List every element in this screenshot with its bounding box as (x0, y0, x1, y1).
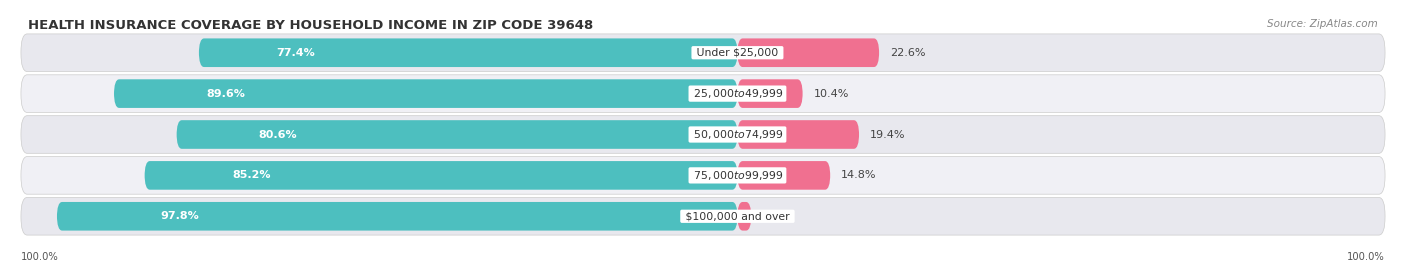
Text: 80.6%: 80.6% (259, 129, 297, 140)
FancyBboxPatch shape (114, 79, 738, 108)
Text: $75,000 to $99,999: $75,000 to $99,999 (690, 169, 785, 182)
FancyBboxPatch shape (198, 38, 738, 67)
Text: 22.6%: 22.6% (890, 48, 925, 58)
Text: 14.8%: 14.8% (841, 170, 877, 180)
FancyBboxPatch shape (738, 120, 859, 149)
FancyBboxPatch shape (738, 161, 830, 190)
Text: 77.4%: 77.4% (277, 48, 315, 58)
Text: Source: ZipAtlas.com: Source: ZipAtlas.com (1267, 19, 1378, 29)
FancyBboxPatch shape (21, 116, 1385, 153)
Text: 89.6%: 89.6% (207, 89, 246, 99)
Text: 100.0%: 100.0% (21, 252, 59, 262)
Text: Under $25,000: Under $25,000 (693, 48, 782, 58)
FancyBboxPatch shape (21, 197, 1385, 235)
FancyBboxPatch shape (56, 202, 738, 231)
Text: HEALTH INSURANCE COVERAGE BY HOUSEHOLD INCOME IN ZIP CODE 39648: HEALTH INSURANCE COVERAGE BY HOUSEHOLD I… (28, 19, 593, 32)
Text: 85.2%: 85.2% (232, 170, 270, 180)
Text: $100,000 and over: $100,000 and over (682, 211, 793, 221)
Text: 19.4%: 19.4% (870, 129, 905, 140)
Text: 100.0%: 100.0% (1347, 252, 1385, 262)
Text: 97.8%: 97.8% (160, 211, 198, 221)
Text: 10.4%: 10.4% (814, 89, 849, 99)
Text: 2.2%: 2.2% (762, 211, 790, 221)
Text: $50,000 to $74,999: $50,000 to $74,999 (690, 128, 785, 141)
FancyBboxPatch shape (738, 79, 803, 108)
FancyBboxPatch shape (21, 34, 1385, 72)
FancyBboxPatch shape (738, 38, 879, 67)
FancyBboxPatch shape (21, 157, 1385, 194)
FancyBboxPatch shape (177, 120, 738, 149)
FancyBboxPatch shape (21, 75, 1385, 112)
FancyBboxPatch shape (145, 161, 738, 190)
FancyBboxPatch shape (738, 202, 751, 231)
Text: $25,000 to $49,999: $25,000 to $49,999 (690, 87, 785, 100)
